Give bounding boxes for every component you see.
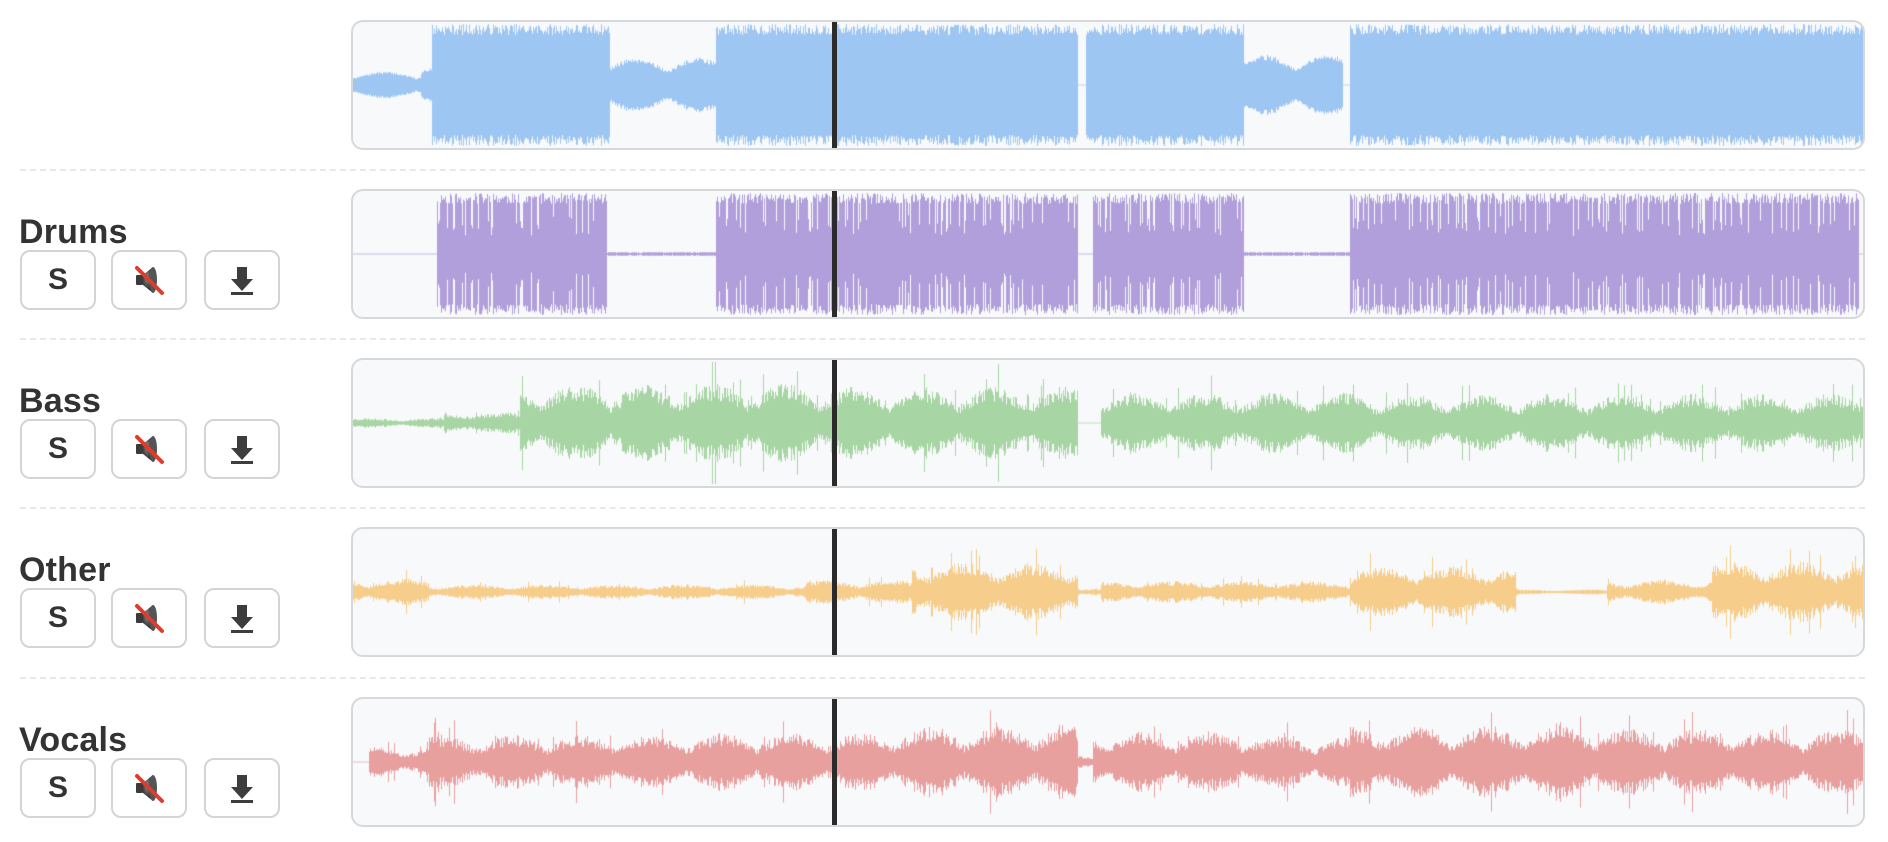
mute-button[interactable] <box>111 758 187 818</box>
solo-label: S <box>47 601 68 634</box>
solo-label: S <box>47 263 68 296</box>
track-label: Drums <box>19 213 128 251</box>
speaker-muted-icon <box>131 770 167 806</box>
mute-button[interactable] <box>111 588 187 648</box>
download-button[interactable] <box>204 758 280 818</box>
mute-button[interactable] <box>111 250 187 310</box>
master-waveform-canvas <box>353 22 1863 148</box>
download-button[interactable] <box>204 588 280 648</box>
master-waveform[interactable] <box>351 20 1865 150</box>
download-button[interactable] <box>204 250 280 310</box>
playhead[interactable] <box>832 22 837 148</box>
solo-button[interactable]: S <box>20 250 96 310</box>
solo-button[interactable]: S <box>20 758 96 818</box>
download-arrow-icon <box>229 434 255 464</box>
vocals-waveform-canvas <box>353 699 1863 825</box>
solo-button[interactable]: S <box>20 419 96 479</box>
drums-waveform[interactable] <box>351 189 1865 319</box>
track-divider <box>20 169 1865 171</box>
download-arrow-icon <box>229 603 255 633</box>
speaker-muted-icon <box>131 431 167 467</box>
download-arrow-icon <box>229 265 255 295</box>
drums-waveform-canvas <box>353 191 1863 317</box>
playhead[interactable] <box>832 191 837 317</box>
mute-button[interactable] <box>111 419 187 479</box>
track-label: Other <box>19 551 111 589</box>
track-label: Bass <box>19 382 102 420</box>
other-waveform[interactable] <box>351 527 1865 657</box>
other-waveform-canvas <box>353 529 1863 655</box>
track-divider <box>20 507 1865 509</box>
speaker-muted-icon <box>131 600 167 636</box>
track-label: Vocals <box>19 721 128 759</box>
speaker-muted-icon <box>131 262 167 298</box>
solo-button[interactable]: S <box>20 588 96 648</box>
bass-waveform[interactable] <box>351 358 1865 488</box>
download-arrow-icon <box>229 773 255 803</box>
track-divider <box>20 338 1865 340</box>
download-button[interactable] <box>204 419 280 479</box>
vocals-waveform[interactable] <box>351 697 1865 827</box>
track-divider <box>20 677 1865 679</box>
solo-label: S <box>47 771 68 804</box>
playhead[interactable] <box>832 529 837 655</box>
bass-waveform-canvas <box>353 360 1863 486</box>
playhead[interactable] <box>832 699 837 825</box>
solo-label: S <box>47 432 68 465</box>
playhead[interactable] <box>832 360 837 486</box>
